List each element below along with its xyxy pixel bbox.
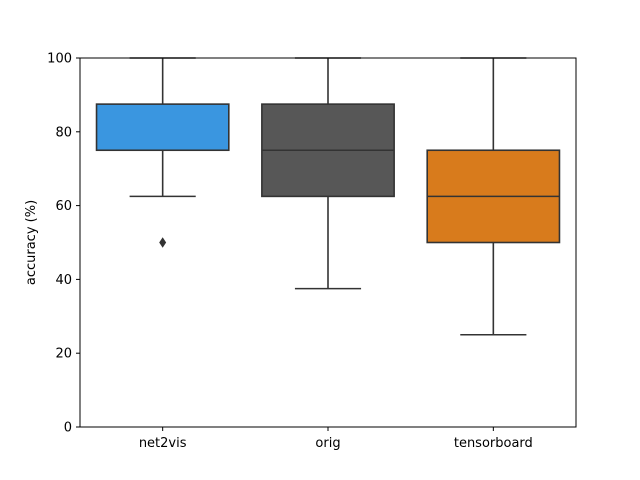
y-tick-label: 80 [55, 125, 72, 140]
y-tick-label: 40 [55, 273, 72, 288]
y-axis: 0 20 40 60 80 100 [47, 52, 80, 436]
box-group [261, 57, 395, 290]
x-tick-label: net2vis [139, 436, 187, 451]
x-axis: net2vis orig tensorboard [139, 427, 533, 451]
y-tick-label: 20 [55, 347, 72, 362]
x-tick-label: orig [315, 436, 340, 451]
y-tick-label: 0 [64, 421, 72, 436]
box-group [95, 57, 230, 248]
y-tick-label: 100 [47, 52, 72, 67]
x-tick-label: tensorboard [454, 436, 533, 451]
y-tick-label: 60 [55, 199, 72, 214]
boxes-layer [95, 57, 561, 336]
y-axis-title: accuracy (%) [24, 200, 39, 285]
box-net2vis [95, 103, 230, 152]
outlier-point [159, 237, 167, 248]
box-group [426, 57, 561, 336]
